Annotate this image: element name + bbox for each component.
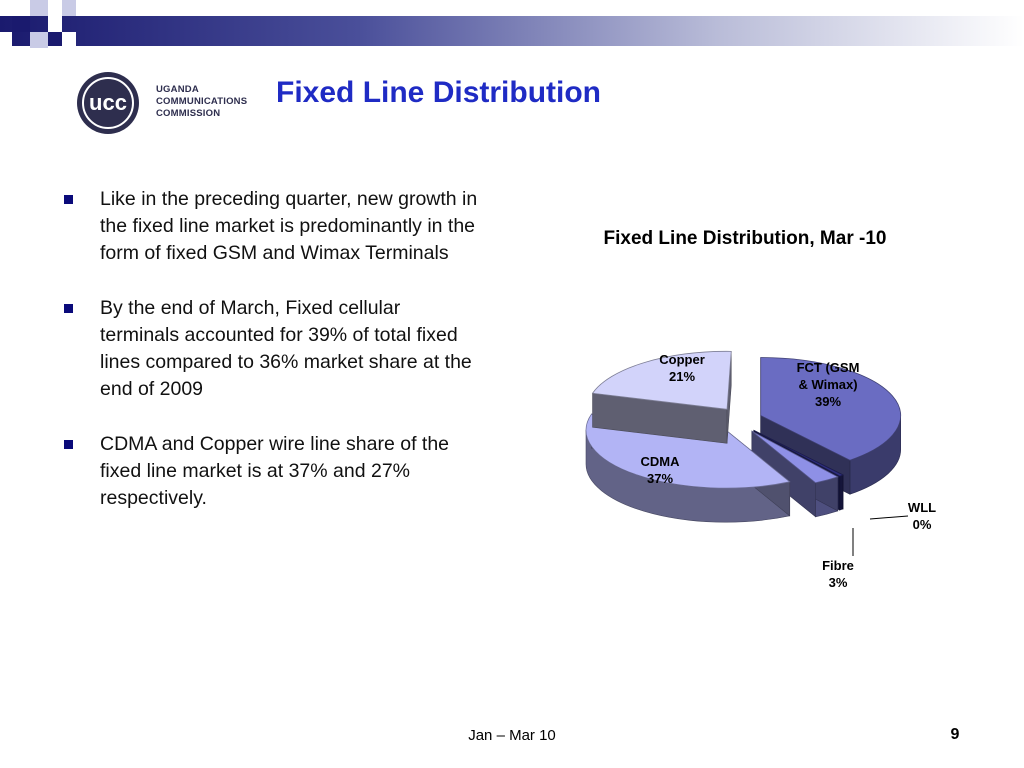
ucc-logo-mark: ucc (77, 72, 139, 134)
page-number: 9 (950, 726, 960, 743)
leader-line (869, 515, 909, 520)
bullet-square-icon (64, 304, 73, 313)
pie-slice-label: Fibre 3% (822, 558, 854, 590)
pie-slice-top (591, 350, 732, 410)
pie-slice-top (751, 430, 839, 484)
ucc-logo: ucc UGANDA COMMUNICATIONS COMMISSION (72, 70, 262, 138)
footer-date: Jan – Mar 10 (468, 727, 556, 744)
bullet-square-icon (64, 440, 73, 449)
pie-slice (751, 430, 839, 518)
logo-line-1: UGANDA (156, 84, 199, 95)
chart-title: Fixed Line Distribution, Mar -10 (603, 228, 887, 249)
pie-chart: FCT (GSM & Wimax) 39% WLL 0% Fibre 3% CDMA 37% Co… (585, 350, 936, 590)
bullet-item: CDMA and Copper wire line share of the f… (60, 431, 480, 512)
pie-slice (591, 350, 732, 444)
bullet-list: Like in the preceding quarter, new growt… (60, 186, 480, 540)
bullet-item: Like in the preceding quarter, new growt… (60, 186, 480, 267)
logo-line-3: COMMISSION (156, 108, 221, 119)
header-band (0, 0, 1024, 48)
pie-slice-label: WLL 0% (908, 500, 936, 532)
bullet-text: Like in the preceding quarter, new growt… (100, 188, 478, 264)
logo-mark-text: ucc (89, 90, 127, 115)
pie-slice-label: Copper 21% (659, 352, 705, 384)
bullet-square-icon (64, 195, 73, 204)
pie-slice-top (753, 429, 845, 477)
pie-slice-top (760, 357, 902, 461)
logo-line-2: COMMUNICATIONS (156, 96, 248, 107)
pie-slice-label: FCT (GSM & Wimax) 39% (797, 360, 860, 409)
bullet-text: CDMA and Copper wire line share of the f… (100, 433, 450, 509)
pie-slice-label: CDMA 37% (641, 454, 681, 486)
bullet-item: By the end of March, Fixed cellular term… (60, 295, 480, 403)
bullet-text: By the end of March, Fixed cellular term… (100, 297, 472, 400)
slide-title: Fixed Line Distribution (276, 76, 602, 109)
